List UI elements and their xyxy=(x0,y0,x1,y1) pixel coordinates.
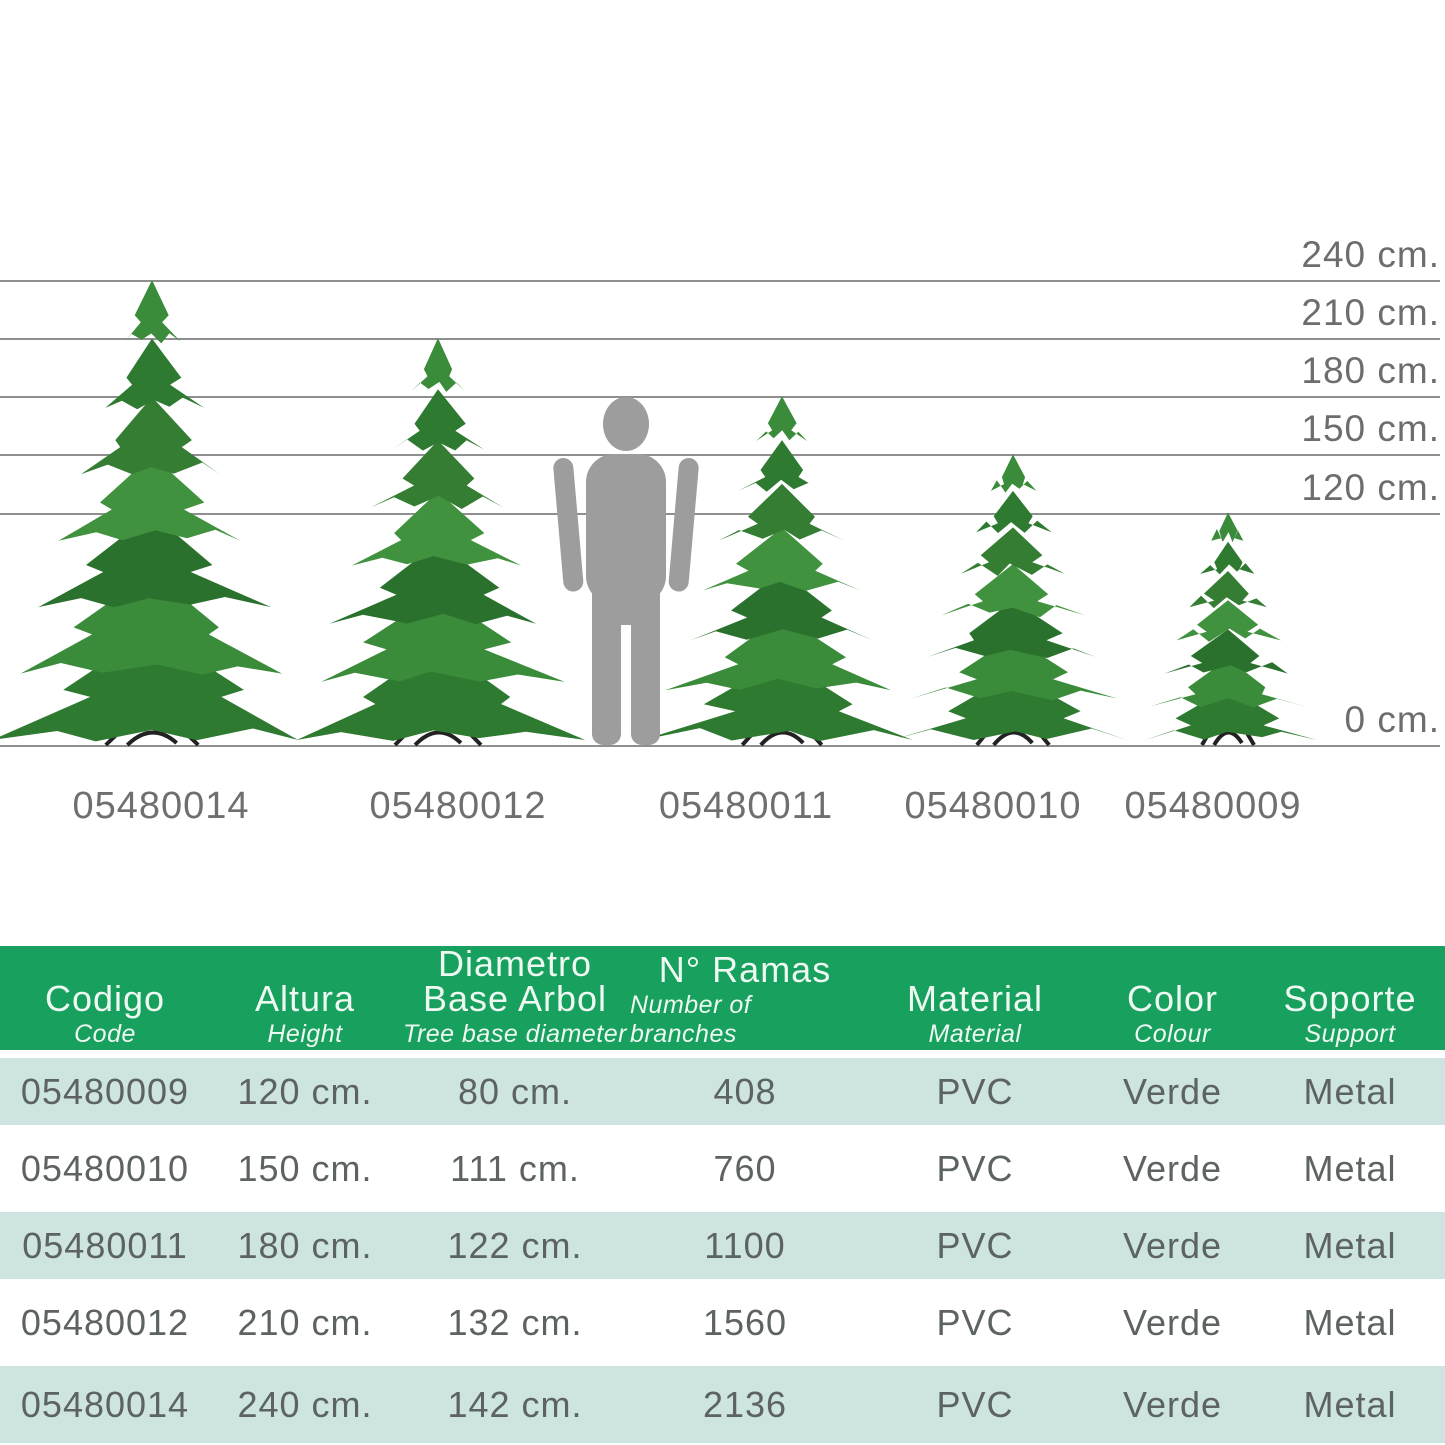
tree-code-label: 05480010 xyxy=(904,785,1082,827)
cell-height: 210 cm. xyxy=(237,1301,373,1343)
column-title: Diametro Base Arbol xyxy=(422,943,608,1020)
cell-code: 05480011 xyxy=(22,1224,188,1266)
cell-support: Metal xyxy=(1303,1070,1397,1112)
column-subtitle: Number of branches xyxy=(630,990,752,1048)
cell-branches: 1100 xyxy=(704,1224,786,1266)
cell-branches: 2136 xyxy=(702,1383,788,1425)
cell-code: 05480010 xyxy=(20,1147,190,1189)
column-header-altura: Altura Height xyxy=(210,946,400,1057)
table-row: 05480012 210 cm. 132 cm. 1560 PVC Verde … xyxy=(0,1289,1445,1366)
cell-branches: 1560 xyxy=(702,1301,788,1343)
column-header-codigo: Codigo Code xyxy=(0,946,210,1057)
tree-code-label: 05480011 xyxy=(658,785,834,827)
column-header-material: Material Material xyxy=(860,946,1090,1057)
table-row: 05480009 120 cm. 80 cm. 408 PVC Verde Me… xyxy=(0,1058,1445,1135)
cell-base-diameter: 122 cm. xyxy=(447,1224,583,1266)
cell-support: Metal xyxy=(1303,1301,1397,1343)
cell-code: 05480009 xyxy=(20,1070,190,1112)
cell-branches: 760 xyxy=(713,1147,777,1189)
column-header-soporte: Soporte Support xyxy=(1255,946,1445,1057)
cell-height: 150 cm. xyxy=(237,1147,373,1189)
cell-branches: 408 xyxy=(713,1070,777,1112)
cell-color: Verde xyxy=(1122,1147,1223,1189)
cell-base-diameter: 80 cm. xyxy=(457,1070,573,1112)
cell-base-diameter: 132 cm. xyxy=(447,1301,583,1343)
column-subtitle: Tree base diameter xyxy=(403,1019,627,1048)
column-subtitle: Code xyxy=(74,1019,136,1048)
column-title: Codigo xyxy=(44,978,166,1020)
column-title: Material xyxy=(906,978,1044,1020)
cell-material: PVC xyxy=(936,1147,1014,1189)
gridline-210 xyxy=(0,338,1440,341)
cell-color: Verde xyxy=(1122,1383,1223,1425)
axis-label-180: 180 cm. xyxy=(1301,350,1440,392)
gridline-240 xyxy=(0,280,1440,282)
cell-color: Verde xyxy=(1122,1301,1223,1343)
column-header-color: Color Colour xyxy=(1090,946,1255,1057)
cell-material: PVC xyxy=(936,1383,1014,1425)
cell-color: Verde xyxy=(1122,1224,1223,1266)
spec-table: Codigo Code Altura Height Diametro Base … xyxy=(0,946,1445,1443)
column-header-diametro: Diametro Base Arbol Tree base diameter xyxy=(400,946,630,1057)
column-title: Soporte xyxy=(1283,978,1417,1020)
table-row: 05480014 240 cm. 142 cm. 2136 PVC Verde … xyxy=(0,1366,1445,1443)
axis-label-120: 120 cm. xyxy=(1301,466,1440,508)
cell-code: 05480012 xyxy=(20,1301,190,1343)
gridline-150 xyxy=(0,454,1440,457)
table-row: 05480010 150 cm. 111 cm. 760 PVC Verde M… xyxy=(0,1135,1445,1212)
table-row: 05480011 180 cm. 122 cm. 1100 PVC Verde … xyxy=(0,1212,1445,1289)
cell-material: PVC xyxy=(936,1224,1014,1266)
gridline-180 xyxy=(0,396,1440,399)
cell-code: 05480014 xyxy=(20,1383,190,1425)
tree-code-label: 05480009 xyxy=(1124,785,1302,827)
axis-label-210: 210 cm. xyxy=(1301,292,1440,334)
cell-support: Metal xyxy=(1303,1383,1397,1425)
column-subtitle: Height xyxy=(267,1019,343,1048)
gridline-120 xyxy=(0,512,1440,515)
gridline-0 xyxy=(0,745,1440,747)
size-comparison-chart: 240 cm. 210 cm. 180 cm. 150 cm. 120 cm. … xyxy=(0,234,1440,827)
trees-and-person-illustration xyxy=(0,280,1318,747)
cell-support: Metal xyxy=(1303,1224,1397,1266)
cell-material: PVC xyxy=(936,1301,1014,1343)
column-subtitle: Support xyxy=(1304,1019,1396,1048)
cell-height: 240 cm. xyxy=(237,1383,373,1425)
column-title: Altura xyxy=(254,978,356,1020)
cell-material: PVC xyxy=(936,1070,1014,1112)
tree-code-label: 05480012 xyxy=(369,785,547,827)
cell-base-diameter: 142 cm. xyxy=(447,1383,583,1425)
cell-color: Verde xyxy=(1122,1070,1223,1112)
column-header-ramas: N° Ramas Number of branches xyxy=(630,946,860,1057)
column-subtitle: Colour xyxy=(1134,1019,1211,1048)
cell-height: 180 cm. xyxy=(237,1224,373,1266)
cell-support: Metal xyxy=(1303,1147,1397,1189)
tree-code-label: 05480014 xyxy=(72,785,250,827)
axis-label-240: 240 cm. xyxy=(1301,234,1440,275)
cell-height: 120 cm. xyxy=(237,1070,373,1112)
spec-table-body: 05480009 120 cm. 80 cm. 408 PVC Verde Me… xyxy=(0,1058,1445,1443)
column-subtitle: Material xyxy=(928,1019,1022,1048)
column-title: Color xyxy=(1126,978,1219,1020)
column-title: N° Ramas xyxy=(658,949,832,991)
cell-base-diameter: 111 cm. xyxy=(450,1147,580,1189)
axis-label-150: 150 cm. xyxy=(1301,408,1440,450)
spec-table-header: Codigo Code Altura Height Diametro Base … xyxy=(0,946,1445,1050)
axis-label-0: 0 cm. xyxy=(1344,699,1440,740)
